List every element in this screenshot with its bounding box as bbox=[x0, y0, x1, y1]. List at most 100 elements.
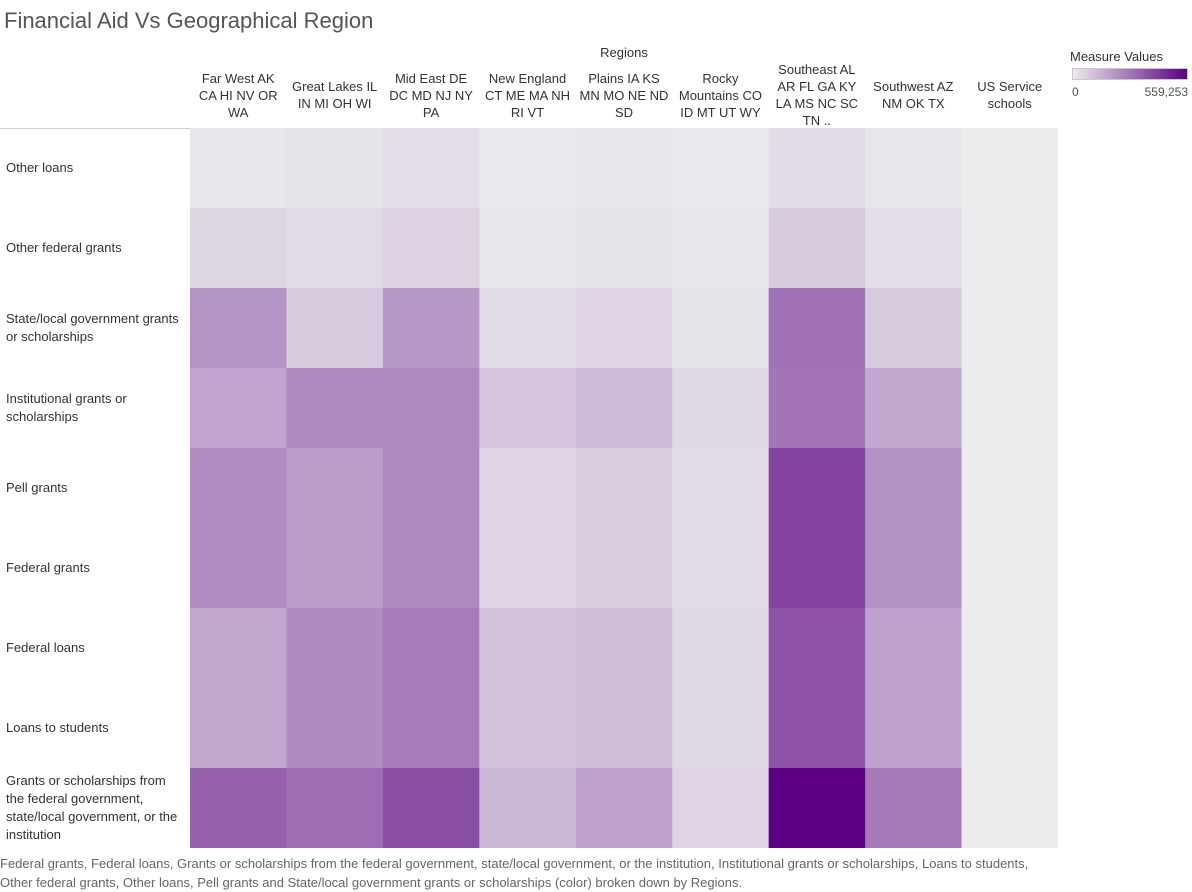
heatmap-cell[interactable] bbox=[190, 608, 287, 689]
heatmap-cell[interactable] bbox=[865, 608, 963, 689]
heatmap-cell[interactable] bbox=[479, 448, 577, 529]
heatmap-cell[interactable] bbox=[190, 688, 287, 769]
heatmap-cell[interactable] bbox=[479, 368, 577, 449]
heatmap-cell[interactable] bbox=[479, 608, 577, 689]
heatmap-cell[interactable] bbox=[479, 288, 577, 369]
heatmap-cell[interactable] bbox=[382, 288, 480, 369]
heatmap-cell[interactable] bbox=[286, 528, 384, 609]
heatmap-cell[interactable] bbox=[575, 208, 673, 289]
heatmap-cell[interactable] bbox=[865, 128, 963, 209]
heatmap-cell[interactable] bbox=[672, 608, 770, 689]
heatmap-cell[interactable] bbox=[286, 448, 384, 529]
heatmap-cell[interactable] bbox=[575, 768, 673, 848]
heatmap-cell[interactable] bbox=[190, 768, 287, 848]
heatmap-cell[interactable] bbox=[865, 288, 963, 369]
row-label: Other loans bbox=[6, 160, 74, 175]
heatmap-cell[interactable] bbox=[961, 128, 1058, 209]
heatmap-cell[interactable] bbox=[768, 608, 866, 689]
heatmap-cell[interactable] bbox=[286, 208, 384, 289]
heatmap-cell[interactable] bbox=[286, 128, 384, 209]
column-header: Great Lakes IL IN MI OH WI bbox=[292, 79, 378, 111]
heatmap-cell[interactable] bbox=[286, 768, 384, 848]
heatmap-cell[interactable] bbox=[768, 288, 866, 369]
heatmap-cell[interactable] bbox=[865, 448, 963, 529]
heatmap-cell[interactable] bbox=[768, 128, 866, 209]
legend-max-label: 559,253 bbox=[1144, 85, 1188, 99]
heatmap-cell[interactable] bbox=[479, 688, 577, 769]
heatmap-cell[interactable] bbox=[865, 208, 963, 289]
heatmap-cell[interactable] bbox=[961, 768, 1058, 848]
column-header: Rocky Mountains CO ID MT UT WY bbox=[678, 70, 762, 120]
heatmap-cell[interactable] bbox=[672, 128, 770, 209]
heatmap-cell[interactable] bbox=[768, 688, 866, 769]
heatmap-cell[interactable] bbox=[768, 768, 866, 848]
heatmap-cell[interactable] bbox=[190, 208, 287, 289]
heatmap-cell[interactable] bbox=[672, 208, 770, 289]
heatmap-cell[interactable] bbox=[768, 368, 866, 449]
heatmap-cell[interactable] bbox=[479, 128, 577, 209]
column-header: New England CT ME MA NH RI VT bbox=[485, 70, 571, 120]
heatmap-cell[interactable] bbox=[865, 768, 963, 848]
chart-caption: Federal grants, Federal loans, Grants or… bbox=[0, 856, 1029, 890]
row-label: Pell grants bbox=[6, 480, 68, 495]
heatmap-cell[interactable] bbox=[382, 128, 480, 209]
heatmap-cell[interactable] bbox=[672, 768, 770, 848]
column-header: Southeast AL AR FL GA KY LA MS NC SC TN … bbox=[775, 62, 859, 128]
heatmap-cell[interactable] bbox=[768, 528, 866, 609]
heatmap-cell[interactable] bbox=[865, 368, 963, 449]
heatmap-cell[interactable] bbox=[672, 528, 770, 609]
heatmap-cell[interactable] bbox=[865, 688, 963, 769]
heatmap-cell[interactable] bbox=[961, 288, 1058, 369]
heatmap-cell[interactable] bbox=[575, 288, 673, 369]
heatmap-cell[interactable] bbox=[286, 608, 384, 689]
heatmap-cell[interactable] bbox=[961, 688, 1058, 769]
row-label: Other federal grants bbox=[6, 240, 122, 255]
heatmap-cell[interactable] bbox=[479, 528, 577, 609]
heatmap-cell[interactable] bbox=[382, 368, 480, 449]
heatmap-cell[interactable] bbox=[961, 208, 1058, 289]
heatmap-cell[interactable] bbox=[672, 368, 770, 449]
heatmap-cell[interactable] bbox=[286, 288, 384, 369]
heatmap-cell[interactable] bbox=[382, 528, 480, 609]
heatmap-cell[interactable] bbox=[768, 448, 866, 529]
heatmap-cell[interactable] bbox=[479, 768, 577, 848]
heatmap-cell[interactable] bbox=[190, 528, 287, 609]
heatmap-cell[interactable] bbox=[575, 528, 673, 609]
heatmap-cell[interactable] bbox=[575, 448, 673, 529]
heatmap-cell[interactable] bbox=[382, 608, 480, 689]
heatmap-cell[interactable] bbox=[286, 368, 384, 449]
chart-title: Financial Aid Vs Geographical Region bbox=[4, 8, 374, 33]
heatmap-cell[interactable] bbox=[865, 528, 963, 609]
row-label: Federal loans bbox=[6, 640, 85, 655]
row-labels: Other loans Other federal grants State/loc… bbox=[0, 128, 190, 848]
heatmap-cell[interactable] bbox=[672, 288, 770, 369]
row-label: Institutional grants or scholarships bbox=[6, 391, 127, 424]
heatmap-cell[interactable] bbox=[961, 368, 1058, 449]
heatmap-cell[interactable] bbox=[961, 608, 1058, 689]
heatmap-cell[interactable] bbox=[768, 208, 866, 289]
column-header: Mid East DE DC MD NJ NY PA bbox=[389, 70, 473, 120]
heatmap-cell[interactable] bbox=[575, 688, 673, 769]
heatmap-cell[interactable] bbox=[382, 208, 480, 289]
heatmap-cell[interactable] bbox=[382, 768, 480, 848]
heatmap-cell[interactable] bbox=[961, 528, 1058, 609]
heatmap-cell[interactable] bbox=[382, 688, 480, 769]
heatmap-cell[interactable] bbox=[575, 368, 673, 449]
heatmap-grid bbox=[190, 128, 1058, 848]
heatmap-cell[interactable] bbox=[190, 128, 287, 209]
heatmap-cell[interactable] bbox=[190, 368, 287, 449]
heatmap-cell[interactable] bbox=[286, 688, 384, 769]
column-header: US Service schools bbox=[977, 79, 1043, 111]
heatmap-cell[interactable] bbox=[382, 448, 480, 529]
heatmap-cell[interactable] bbox=[575, 608, 673, 689]
heatmap-cell[interactable] bbox=[190, 448, 287, 529]
heatmap-cell[interactable] bbox=[575, 128, 673, 209]
heatmap-cell[interactable] bbox=[961, 448, 1058, 529]
heatmap-cell[interactable] bbox=[190, 288, 287, 369]
row-label: State/local government grants or scholar… bbox=[6, 311, 179, 344]
heatmap-cell[interactable] bbox=[672, 688, 770, 769]
heatmap-cell[interactable] bbox=[672, 448, 770, 529]
color-legend-bar bbox=[1072, 68, 1188, 80]
column-header: Plains IA KS MN MO NE ND SD bbox=[579, 70, 669, 120]
heatmap-cell[interactable] bbox=[479, 208, 577, 289]
